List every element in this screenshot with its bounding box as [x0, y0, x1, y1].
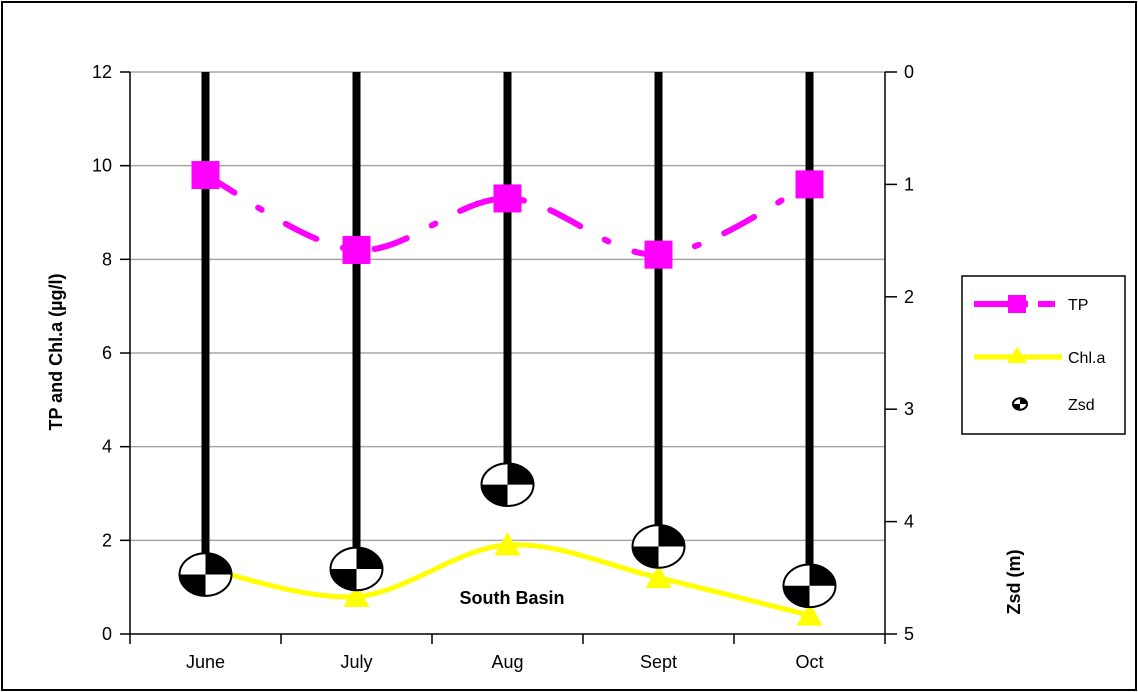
y-left-tick-label-8: 8: [102, 249, 112, 269]
x-tick-label-june: June: [186, 652, 225, 672]
legend-zsd-marker: [1013, 398, 1027, 409]
x-tick-label-sept: Sept: [640, 652, 677, 672]
zsd-point-oct: [784, 564, 836, 607]
y-left-tick-label-12: 12: [92, 62, 112, 82]
x-tick-label-aug: Aug: [491, 652, 523, 672]
legend-label-tp: TP: [1068, 297, 1088, 314]
y-left-tick-label-0: 0: [102, 624, 112, 644]
tp-point-sept: [645, 241, 673, 269]
x-tick-label-july: July: [340, 652, 372, 672]
zsd-point-june: [180, 553, 232, 596]
y-axis-right-title: Zsd (m): [1004, 549, 1024, 614]
zsd-point-july: [331, 548, 383, 591]
y-left-tick-label-10: 10: [92, 156, 112, 176]
y-left-tick-label-6: 6: [102, 343, 112, 363]
y-right-tick-label-1: 1: [904, 174, 914, 194]
y-right-tick-label-5: 5: [904, 624, 914, 644]
tp-point-aug: [494, 184, 522, 212]
zsd-point-sept: [633, 525, 685, 568]
tp-point-july: [343, 236, 371, 264]
y-left-tick-label-2: 2: [102, 530, 112, 550]
legend-tp-marker: [1008, 295, 1026, 313]
tp-point-june: [192, 161, 220, 189]
legend-label-chla: Chl.a: [1068, 350, 1105, 367]
y-axis-left-title: TP and Chl.a (µg/l): [46, 273, 66, 430]
legend: TP Chl.a Zsd: [962, 276, 1125, 434]
annotation-south-basin: South Basin: [459, 588, 564, 608]
zsd-point-aug: [482, 463, 534, 506]
legend-label-zsd: Zsd: [1068, 397, 1095, 414]
y-right-tick-label-3: 3: [904, 399, 914, 419]
y-right-tick-label-2: 2: [904, 287, 914, 307]
tp-point-oct: [796, 170, 824, 198]
y-right-tick-label-0: 0: [904, 62, 914, 82]
x-tick-label-oct: Oct: [795, 652, 823, 672]
y-right-tick-label-4: 4: [904, 512, 914, 532]
y-left-tick-label-4: 4: [102, 437, 112, 457]
